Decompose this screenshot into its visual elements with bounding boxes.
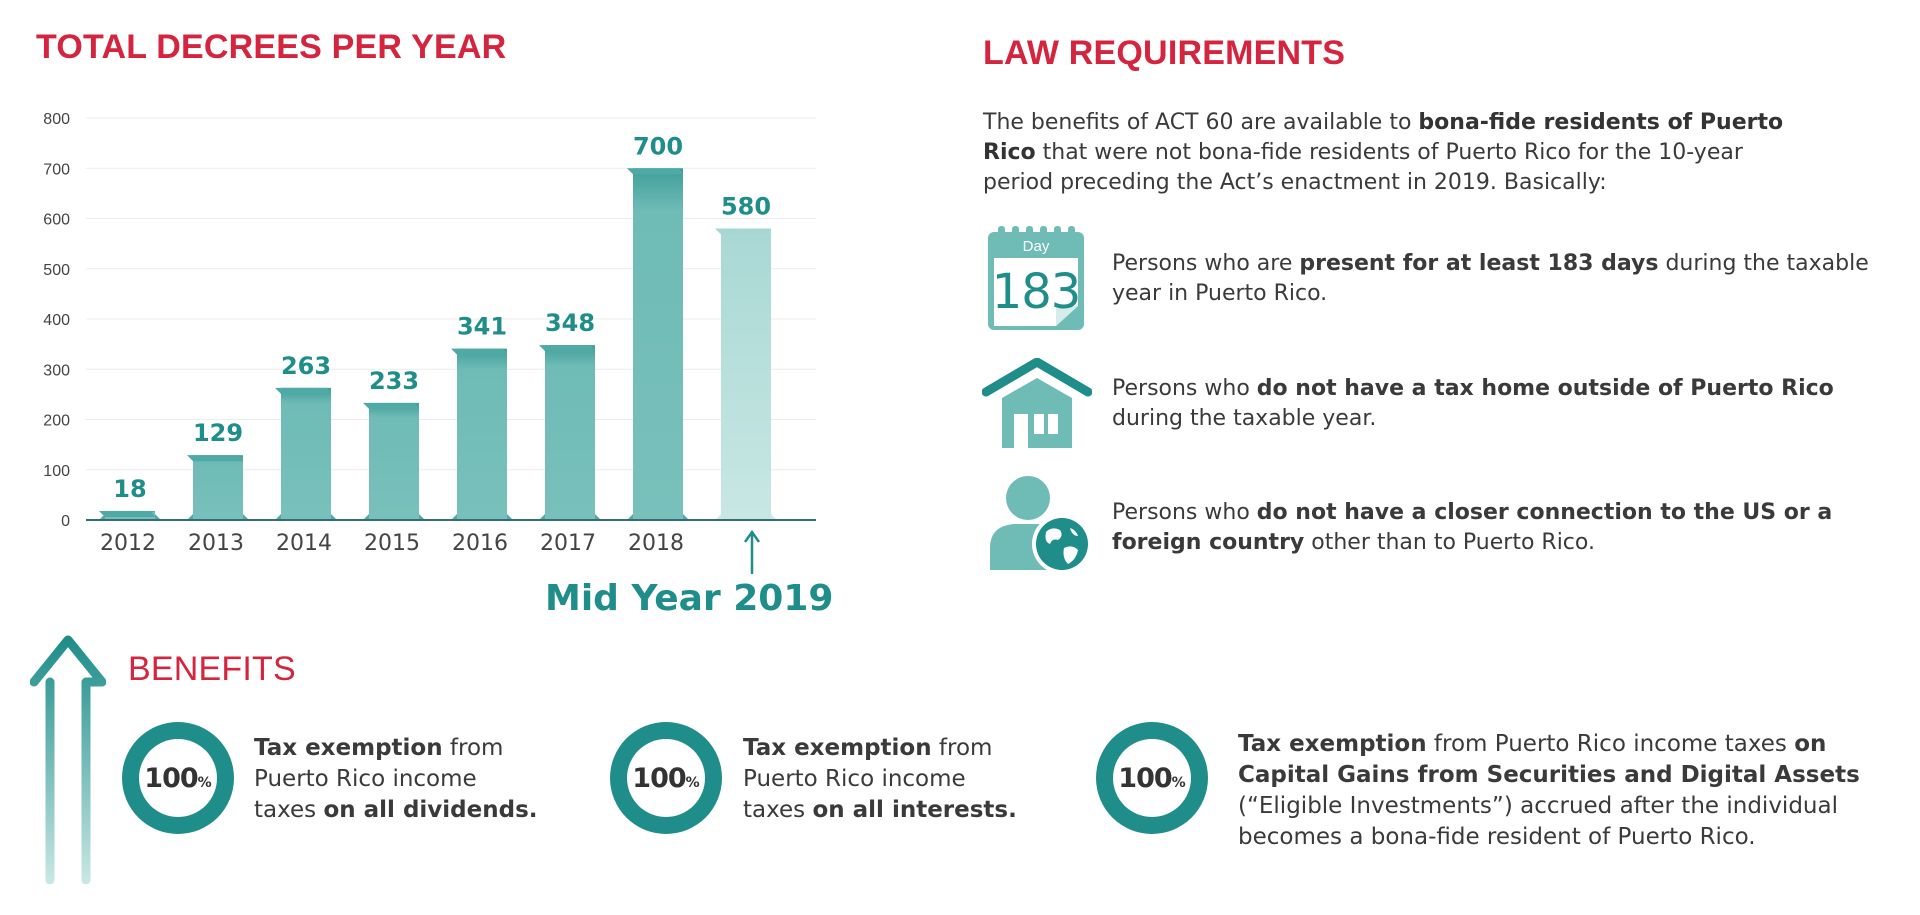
x-category-label: 2015 xyxy=(364,531,420,556)
bar-value-label: 580 xyxy=(721,193,771,221)
bar-value-label: 129 xyxy=(193,419,243,447)
benefit-3-ring: 100% xyxy=(1096,722,1208,834)
calendar-icon: Day 183 xyxy=(984,226,1090,334)
law-title: LAW REQUIREMENTS xyxy=(983,34,1346,72)
benefit-1-value: 100 xyxy=(144,762,198,794)
requirement-1-bold: present for at least 183 days xyxy=(1299,251,1659,276)
benefit-2-text: Tax exemption from Puerto Rico income ta… xyxy=(743,733,1033,826)
y-tick-label: 400 xyxy=(43,312,70,329)
bar-2015 xyxy=(369,402,419,520)
benefits-title: BENEFITS xyxy=(128,650,296,688)
big-up-arrow-icon xyxy=(30,635,106,884)
bar-mid-2019 xyxy=(721,228,771,521)
law-intro-bold: bona-fide residents of Puerto Rico xyxy=(983,110,1784,165)
bar-cap xyxy=(275,387,331,394)
benefit-3-heading: Tax exemption xyxy=(1238,731,1427,757)
bar-cap xyxy=(715,228,771,235)
y-tick-label: 700 xyxy=(43,161,70,178)
requirement-2-tail: during the taxable year. xyxy=(1112,406,1377,431)
benefit-3-text: Tax exemption from Puerto Rico income ta… xyxy=(1238,729,1898,853)
benefit-3-value: 100 xyxy=(1118,762,1172,794)
x-category-label: 2013 xyxy=(188,531,244,556)
law-intro-text-end: that were not bona-fide residents of Pue… xyxy=(983,140,1743,195)
person-globe-icon xyxy=(984,474,1094,574)
benefit-1-heading: Tax exemption xyxy=(254,735,443,761)
bar-2017 xyxy=(545,345,595,520)
y-tick-label: 500 xyxy=(43,262,70,279)
bar-value-label: 700 xyxy=(633,132,683,160)
benefit-1-ring: 100% xyxy=(122,722,234,834)
y-tick-label: 800 xyxy=(43,111,70,128)
x-category-label: 2018 xyxy=(628,531,684,556)
benefit-1-text: Tax exemption from Puerto Rico income ta… xyxy=(254,733,544,826)
mid-year-annotation: Mid Year 2019 xyxy=(545,578,834,619)
x-category-label: 2016 xyxy=(452,531,508,556)
requirement-3-text: Persons who xyxy=(1112,500,1257,525)
y-tick-label: 0 xyxy=(61,513,70,530)
decrees-bar-chart: 0 100 200 300 400 500 600 700 800 18 2012 129 2013 26… xyxy=(43,111,816,556)
chart-title: TOTAL DECREES PER YEAR xyxy=(36,28,507,66)
benefit-3-mid: from Puerto Rico income taxes xyxy=(1426,731,1795,757)
calendar-day-label: Day xyxy=(1022,238,1050,255)
bar-cap xyxy=(363,402,419,409)
benefit-2-value: 100 xyxy=(632,762,686,794)
bar-2014 xyxy=(281,387,331,520)
requirement-1-text: Persons who are xyxy=(1112,251,1300,276)
benefit-2-percent: % xyxy=(685,775,700,791)
up-arrow-small-icon xyxy=(743,529,761,574)
x-category-label: 2012 xyxy=(100,531,156,556)
benefit-2-bold: on all interests. xyxy=(812,797,1017,823)
y-tick-label: 100 xyxy=(43,463,70,480)
bar-value-label: 263 xyxy=(281,352,331,380)
y-tick-label: 600 xyxy=(43,212,70,229)
bar-cap xyxy=(539,345,595,352)
benefit-3-tail: (“Eligible Investments”) accrued after t… xyxy=(1238,793,1838,850)
benefit-3-percent: % xyxy=(1171,775,1186,791)
bar-cap xyxy=(627,168,683,175)
bar-value-label: 18 xyxy=(113,475,146,503)
x-category-label: 2017 xyxy=(540,531,596,556)
bar-value-label: 341 xyxy=(457,313,507,341)
benefit-2-mid: from Puerto Rico income taxes xyxy=(743,735,993,823)
requirement-3-tail: other than to Puerto Rico. xyxy=(1304,530,1595,555)
benefit-2-heading: Tax exemption xyxy=(743,735,932,761)
bar-2016 xyxy=(457,348,507,520)
benefit-1-mid: from Puerto Rico income taxes xyxy=(254,735,504,823)
bar-value-label: 348 xyxy=(545,309,595,337)
law-intro: The benefits of ACT 60 are available to … xyxy=(983,108,1813,198)
benefit-2-ring: 100% xyxy=(610,722,722,834)
x-category-label: 2014 xyxy=(276,531,332,556)
y-tick-label: 300 xyxy=(43,362,70,379)
bar-cap xyxy=(99,510,155,517)
bar-cap xyxy=(451,348,507,355)
bar-2018 xyxy=(633,168,683,520)
requirement-1-tail: during the taxable year in Puerto Rico. xyxy=(1112,251,1869,306)
requirement-3-bold: do not have a closer connection to the U… xyxy=(1112,500,1833,555)
bar-value-label: 233 xyxy=(369,367,419,395)
requirement-3: Persons who do not have a closer connect… xyxy=(1112,498,1902,558)
requirement-2-text: Persons who xyxy=(1112,376,1257,401)
requirement-2-bold: do not have a tax home outside of Puerto… xyxy=(1256,376,1834,401)
benefit-1-bold: on all dividends. xyxy=(323,797,538,823)
benefit-3-bold: on Capital Gains from Securities and Dig… xyxy=(1238,731,1860,788)
benefit-1-percent: % xyxy=(197,775,212,791)
bar-cap xyxy=(187,455,243,462)
y-tick-label: 200 xyxy=(43,413,70,430)
requirement-2: Persons who do not have a tax home outsi… xyxy=(1112,374,1902,434)
calendar-day-number: 183 xyxy=(991,264,1082,320)
house-icon xyxy=(981,357,1093,450)
law-intro-text: The benefits of ACT 60 are available to xyxy=(983,110,1419,135)
requirement-1: Persons who are present for at least 183… xyxy=(1112,249,1892,309)
bar-2013 xyxy=(193,455,243,520)
